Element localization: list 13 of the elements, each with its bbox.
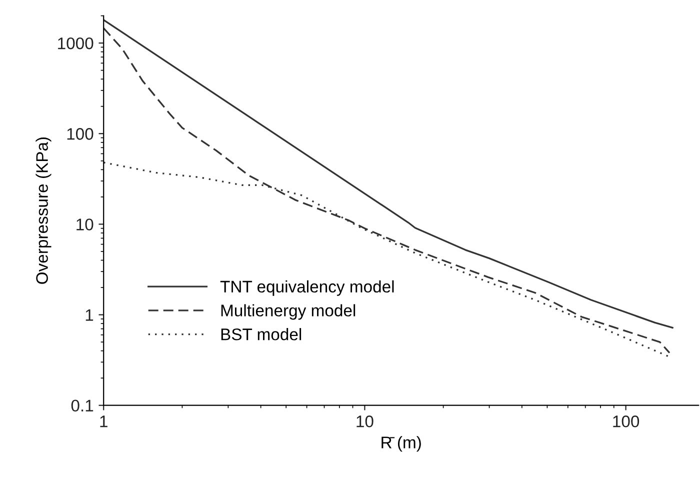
legend-label: Multienergy model — [221, 304, 356, 320]
y-tick-label: 0.1 — [71, 400, 94, 412]
y-tick-label: 100 — [67, 128, 94, 140]
y-tick-label: 1 — [86, 309, 94, 321]
x-axis-title: R̄ (m) — [382, 436, 421, 452]
x-tick-label: 10 — [356, 416, 374, 428]
legend-label: TNT equivalency model — [220, 280, 394, 296]
x-tick-label: 1 — [100, 416, 108, 428]
y-tick-label: 10 — [76, 218, 94, 230]
y-axis-title: Overpressure (KPa) — [36, 137, 52, 284]
x-tick-label: 100 — [613, 416, 640, 428]
y-tick-label: 1000 — [58, 37, 94, 50]
legend-label: BST model — [221, 328, 302, 340]
